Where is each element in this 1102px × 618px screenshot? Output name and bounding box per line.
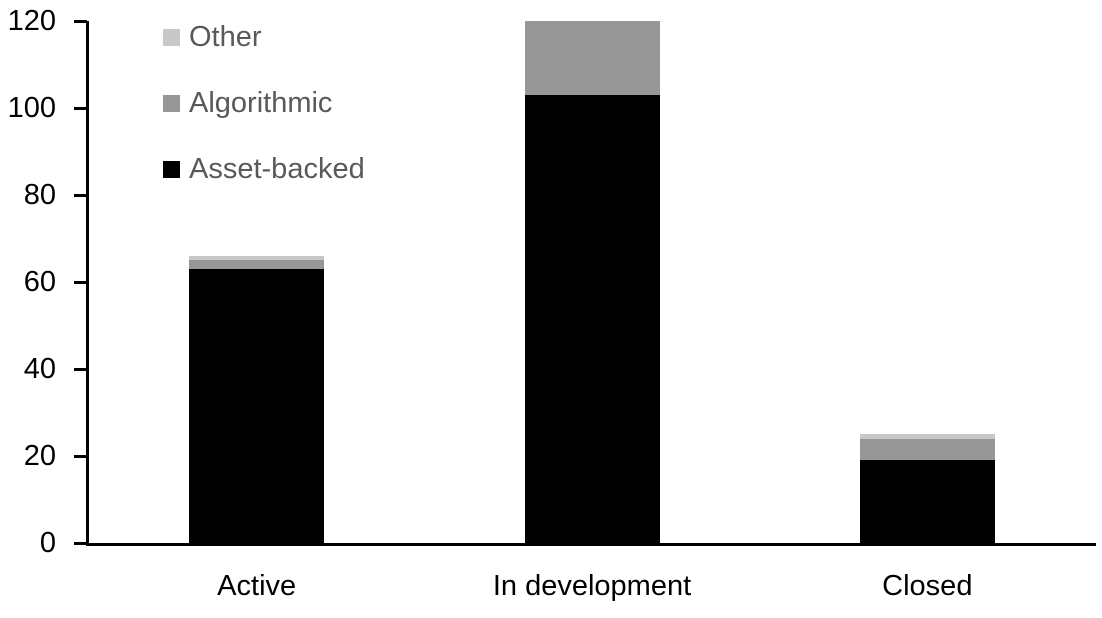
bar-segment-asset-backed: [859, 460, 995, 543]
legend-item-algorithmic: Algorithmic: [163, 88, 365, 118]
y-tick-label-0: 0: [39, 527, 56, 559]
legend-swatch-other: [163, 28, 180, 46]
bar-segment-asset-backed: [524, 95, 660, 543]
legend-label: Algorithmic: [189, 87, 333, 119]
legend: Other Algorithmic Asset-backed: [163, 22, 365, 220]
x-tick-label-closed: Closed: [882, 570, 973, 602]
bar-closed: [859, 434, 995, 543]
y-axis-labels: 0 20 40 60 80 100 120: [0, 0, 58, 618]
bar-segment-other: [859, 434, 995, 439]
y-tick-mark: [74, 194, 87, 197]
bar-segment-algorithmic: [189, 260, 325, 269]
legend-label: Asset-backed: [189, 153, 365, 185]
bar-segment-asset-backed: [189, 268, 325, 543]
y-tick-mark: [74, 107, 87, 110]
y-tick-mark: [74, 281, 87, 284]
plot-area: [86, 21, 1096, 546]
y-tick-mark: [74, 455, 87, 458]
bar-segment-algorithmic: [524, 21, 660, 95]
y-tick-label-80: 80: [23, 179, 56, 211]
y-tick-label-120: 120: [7, 5, 56, 37]
y-tick-mark: [74, 20, 87, 23]
bar-segment-other: [189, 255, 325, 261]
y-tick-mark: [74, 542, 87, 545]
y-tick-label-100: 100: [7, 92, 56, 124]
y-tick-mark: [74, 368, 87, 371]
legend-swatch-algorithmic: [163, 94, 180, 112]
bar-in-development: [524, 21, 660, 543]
x-tick-label-in-development: In development: [492, 570, 692, 602]
bars-container: [89, 21, 1096, 543]
bar-active: [189, 255, 325, 543]
y-tick-label-60: 60: [23, 266, 56, 298]
y-tick-label-40: 40: [23, 353, 56, 385]
y-tick-label-20: 20: [23, 440, 56, 472]
legend-item-asset-backed: Asset-backed: [163, 154, 365, 184]
bar-segment-algorithmic: [859, 438, 995, 461]
legend-label: Other: [189, 21, 262, 53]
legend-swatch-asset-backed: [163, 160, 180, 178]
x-tick-label-active: Active: [217, 570, 297, 602]
legend-item-other: Other: [163, 22, 365, 52]
